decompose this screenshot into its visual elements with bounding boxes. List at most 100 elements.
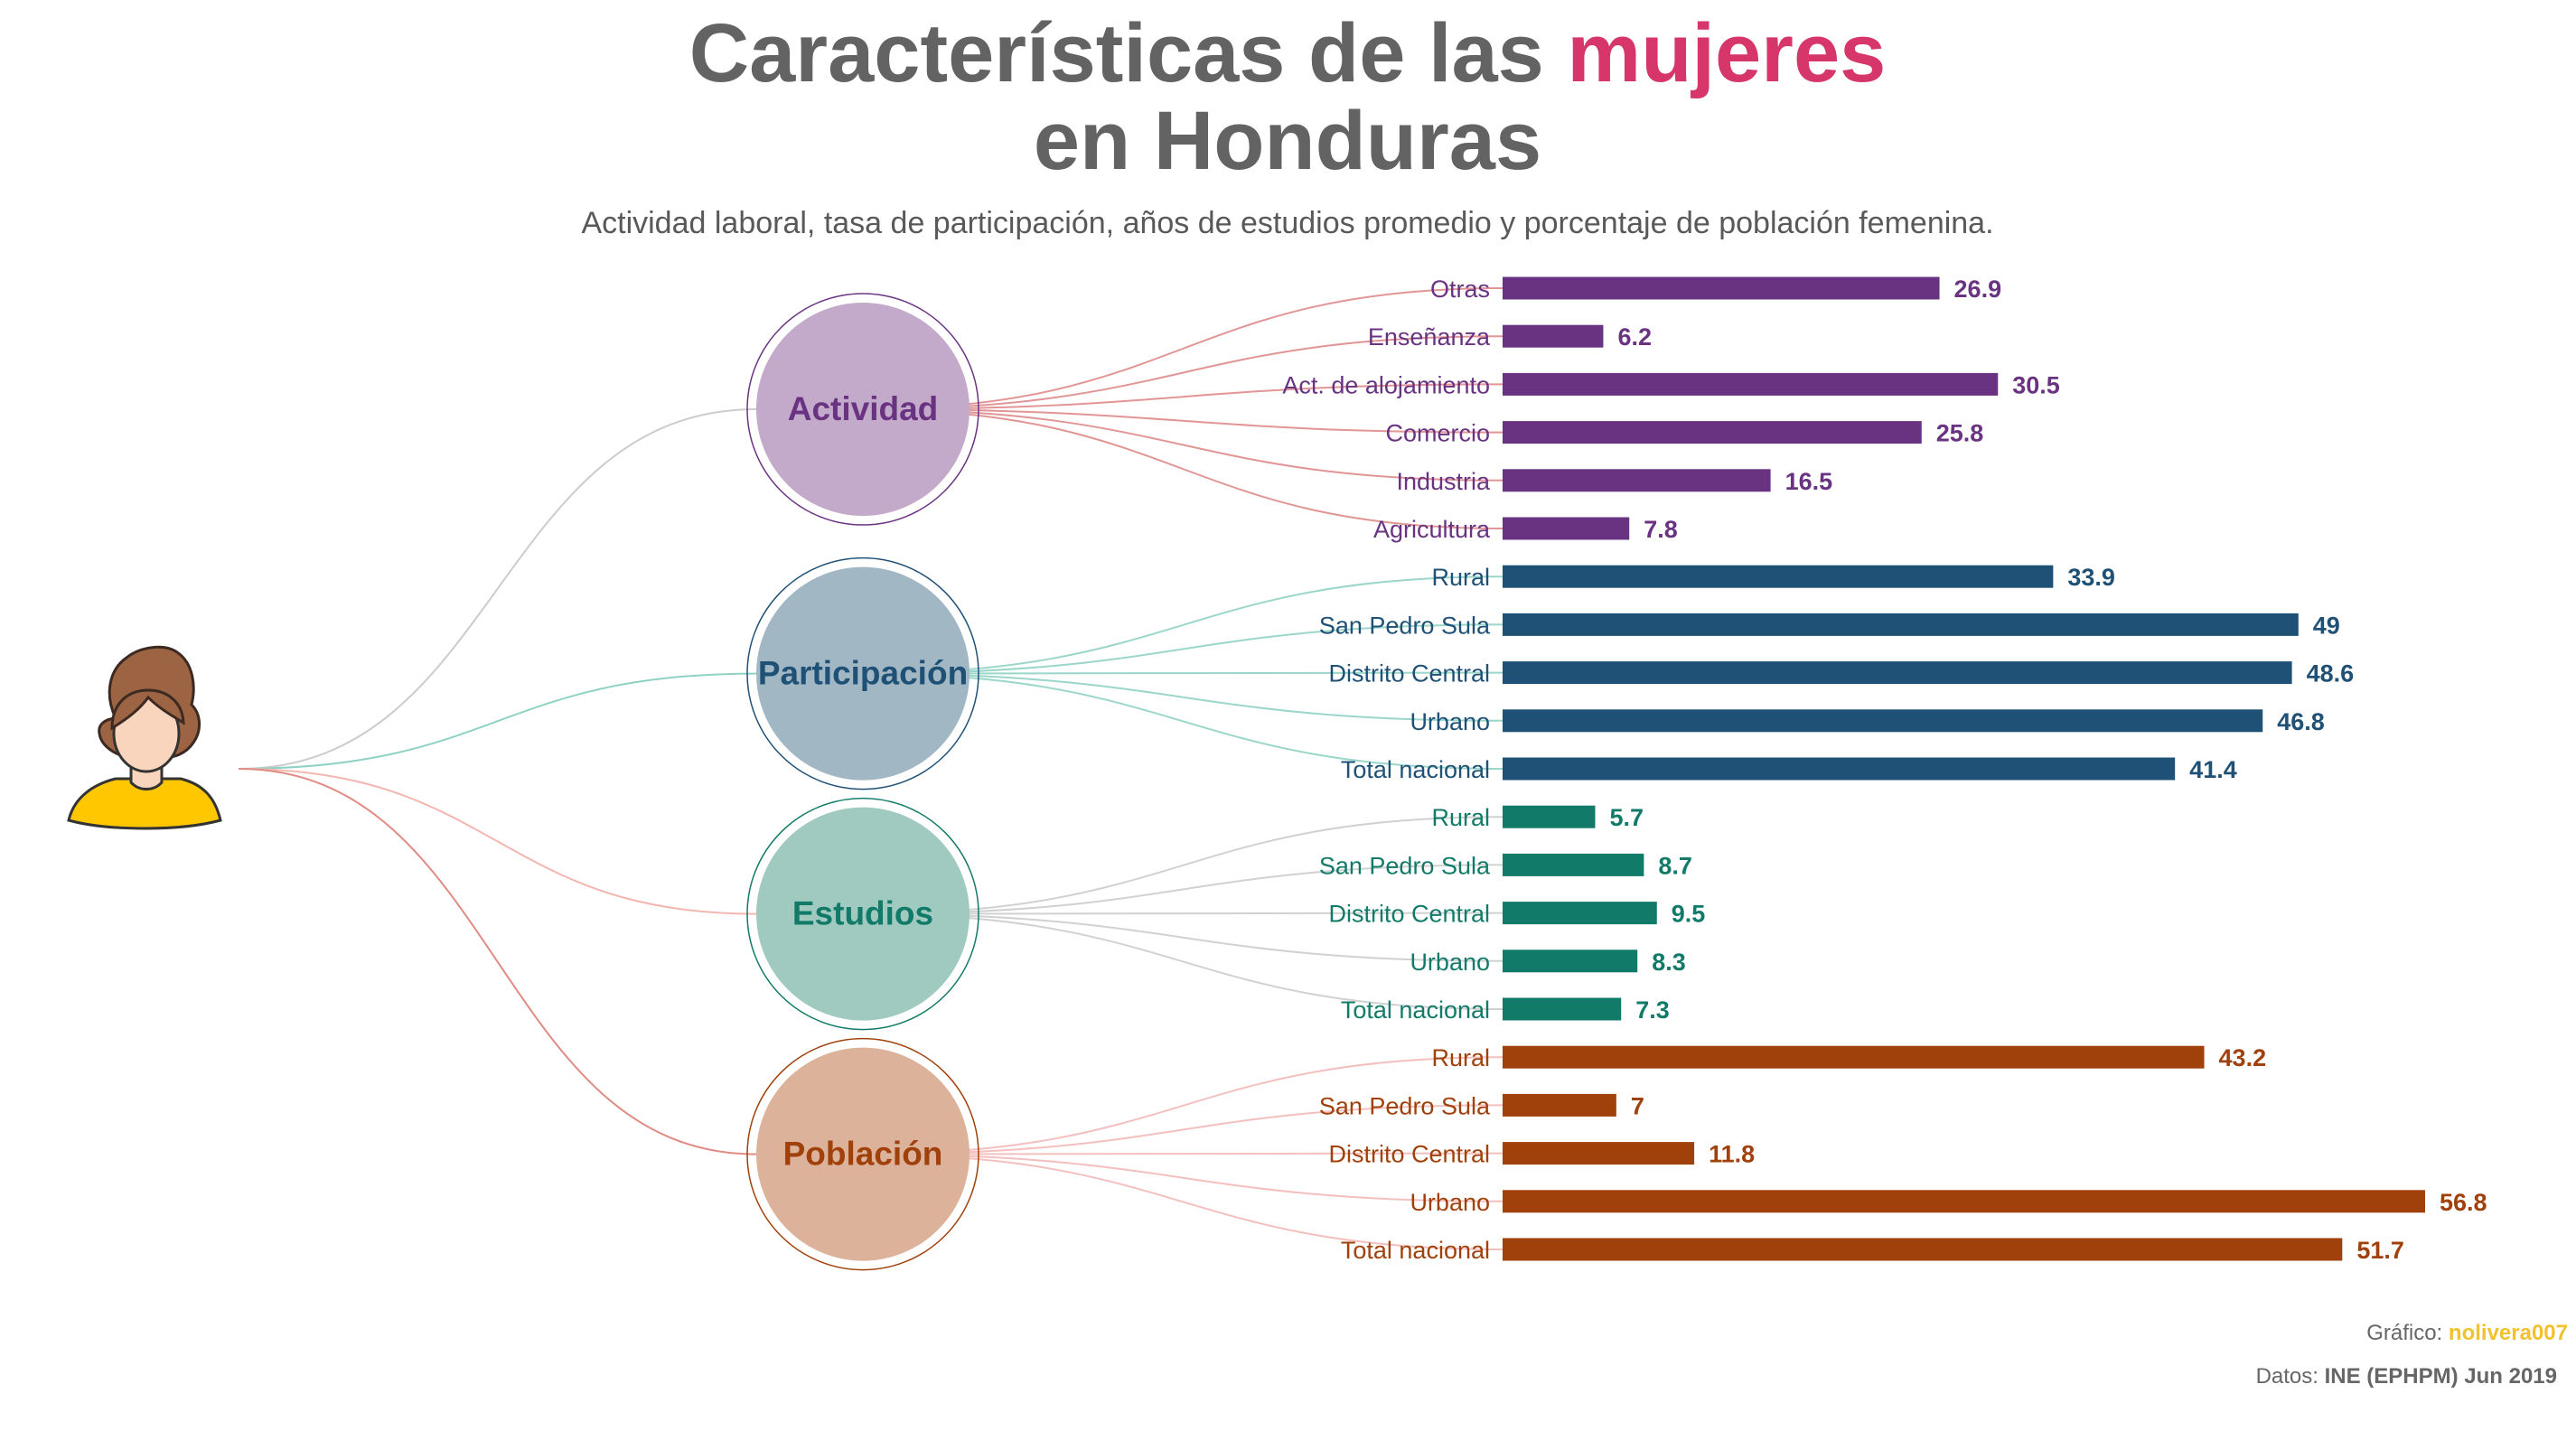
credit-graphic-label: Gráfico:: [2366, 1321, 2449, 1345]
value-label-1-0: 33.9: [2067, 564, 2115, 591]
value-label-2-1: 8.7: [1658, 852, 1692, 879]
bar-1-2: [1503, 661, 2292, 685]
category-label-3-2: Distrito Central: [1328, 1141, 1490, 1168]
category-label-0-1: Enseñanza: [1368, 323, 1491, 351]
category-label-3-1: San Pedro Sula: [1319, 1092, 1491, 1119]
category-label-0-2: Act. de alojamiento: [1282, 371, 1490, 398]
bar-1-4: [1503, 757, 2176, 781]
category-label-2-1: San Pedro Sula: [1319, 852, 1491, 879]
group-ring-1: [746, 556, 979, 790]
category-label-1-3: Urbano: [1410, 708, 1490, 735]
group-circle-3: [756, 1047, 970, 1261]
branch-link-2-2: [862, 912, 1503, 915]
category-label-3-4: Total nacional: [1341, 1237, 1490, 1264]
category-label-0-4: Industria: [1396, 468, 1491, 495]
value-label-3-3: 56.8: [2440, 1189, 2487, 1216]
bar-1-1: [1503, 613, 2299, 636]
category-label-0-0: Otras: [1430, 276, 1490, 303]
branch-link-0-4: [862, 408, 1503, 482]
branch-link-1-4: [862, 672, 1503, 770]
value-label-1-3: 46.8: [2277, 708, 2325, 735]
credit-graphic-author: nolivera007: [2449, 1321, 2568, 1345]
category-label-2-3: Urbano: [1410, 949, 1490, 976]
branch-link-3-0: [862, 1056, 1503, 1155]
bar-0-1: [1503, 324, 1604, 348]
value-label-3-2: 11.8: [1709, 1141, 1755, 1168]
chart-title-line1: Características de las mujeres: [689, 7, 1887, 99]
avatar-shirt: [67, 777, 222, 830]
category-label-3-3: Urbano: [1410, 1189, 1490, 1216]
avatar-hair-bangs: [110, 688, 185, 731]
branch-link-2-1: [862, 864, 1503, 915]
value-label-2-4: 7.3: [1635, 996, 1670, 1024]
bar-0-3: [1503, 421, 1922, 444]
category-label-2-2: Distrito Central: [1328, 901, 1490, 928]
bar-1-3: [1503, 709, 2263, 733]
branch-link-0-3: [862, 408, 1503, 434]
value-label-3-1: 7: [1631, 1092, 1644, 1119]
branch-link-3-4: [862, 1153, 1503, 1250]
value-label-0-2: 30.5: [2012, 371, 2060, 398]
branch-link-3-2: [862, 1152, 1503, 1155]
group-ring-3: [746, 1037, 979, 1271]
credit-data-label: Datos:: [2256, 1364, 2325, 1389]
credit-data-source: INE (EPHPM) Jun 2019: [2325, 1364, 2557, 1389]
group-label-2: Estudios: [792, 895, 933, 932]
branch-link-2-3: [862, 912, 1503, 962]
value-label-3-4: 51.7: [2356, 1237, 2404, 1264]
category-label-1-2: Distrito Central: [1328, 660, 1490, 687]
bars: Otras 26.9 Enseñanza 6.2 Act. de alojamiento…: [1282, 276, 2487, 1264]
group-label-0: Actividad: [788, 390, 939, 427]
credit-graphic: Gráfico: nolivera007: [2366, 1321, 2568, 1345]
value-label-1-1: 49: [2313, 612, 2340, 639]
value-label-0-5: 7.8: [1644, 516, 1678, 543]
category-label-1-1: San Pedro Sula: [1319, 612, 1491, 639]
branch-link-1-3: [862, 672, 1503, 722]
group-circle-0: [756, 303, 970, 516]
bar-3-2: [1503, 1142, 1695, 1165]
value-label-2-0: 5.7: [1609, 804, 1644, 831]
branch-link-3-3: [862, 1153, 1503, 1202]
value-label-2-2: 9.5: [1672, 901, 1706, 928]
group-nodes: Actividad Participación Estudios Población: [746, 293, 979, 1271]
bar-0-4: [1503, 469, 1771, 492]
chart-subtitle: Actividad laboral, tasa de participación…: [581, 206, 1993, 240]
value-label-2-3: 8.3: [1652, 949, 1686, 976]
title-part1: Características de las: [689, 7, 1568, 99]
category-label-2-4: Total nacional: [1341, 996, 1490, 1024]
branch-link-1-1: [862, 623, 1503, 675]
value-label-1-4: 41.4: [2189, 756, 2237, 783]
category-label-1-4: Total nacional: [1341, 756, 1490, 783]
bar-3-0: [1503, 1045, 2205, 1069]
branch-link-1-2: [862, 671, 1503, 675]
bar-0-2: [1503, 372, 1999, 396]
group-ring-2: [746, 797, 979, 1031]
group-circle-2: [756, 807, 970, 1021]
bar-2-0: [1503, 805, 1596, 828]
category-label-3-0: Rural: [1431, 1044, 1490, 1071]
bar-3-1: [1503, 1093, 1616, 1117]
bar-2-4: [1503, 997, 1622, 1021]
branch-link-0-5: [862, 408, 1503, 529]
branch-link-3-1: [862, 1104, 1503, 1155]
category-label-2-0: Rural: [1431, 804, 1490, 831]
bar-2-1: [1503, 853, 1644, 876]
tree-links: [238, 287, 1503, 1250]
bar-3-3: [1503, 1190, 2425, 1213]
root-link-3: [238, 768, 757, 1155]
chart-title-line2: en Honduras: [1034, 95, 1541, 187]
bar-3-4: [1503, 1238, 2343, 1261]
bar-2-3: [1503, 949, 1638, 973]
branch-link-0-2: [862, 383, 1503, 410]
group-ring-0: [746, 293, 979, 526]
value-label-0-1: 6.2: [1617, 323, 1652, 351]
root-link-2: [238, 768, 757, 915]
branch-link-2-4: [862, 912, 1503, 1010]
root-link-1: [238, 672, 757, 770]
category-label-0-5: Agricultura: [1373, 516, 1491, 543]
bar-2-2: [1503, 902, 1657, 925]
title-accent: mujeres: [1567, 7, 1886, 99]
bar-0-5: [1503, 517, 1630, 540]
value-label-0-4: 16.5: [1785, 468, 1833, 495]
